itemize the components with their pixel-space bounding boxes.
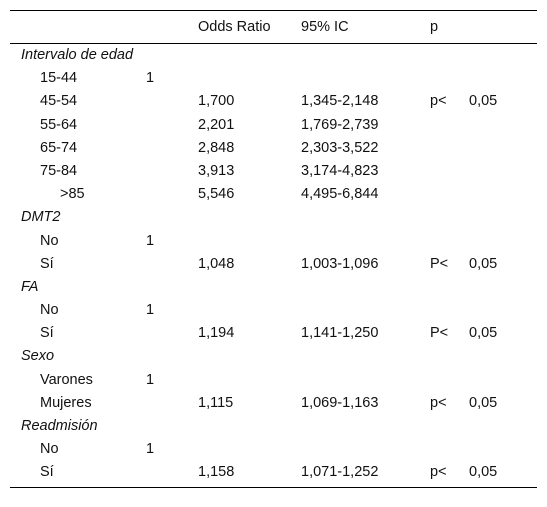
reference-value: 1	[146, 302, 155, 319]
table-row: Sí 1,194 1,141-1,250 P< 0,05	[10, 322, 537, 345]
table-row: Mujeres 1,115 1,069-1,163 p< 0,05	[10, 392, 537, 415]
group-label: FA	[21, 278, 39, 295]
header-odds-ratio: Odds Ratio	[198, 19, 271, 35]
table-row: 75-84 3,913 3,174-4,823	[10, 160, 537, 183]
table-row: >85 5,546 4,495-6,844	[10, 183, 537, 206]
group-label: DMT2	[21, 209, 61, 226]
p-value: 0,05	[469, 325, 498, 342]
confidence-interval-value: 4,495-6,844	[301, 186, 379, 203]
table-row: 55-64 2,201 1,769-2,739	[10, 114, 537, 137]
group-row: Readmisión	[10, 415, 537, 438]
group-label: Sexo	[21, 348, 55, 365]
table-row: 65-74 2,848 2,303-3,522	[10, 137, 537, 160]
table-row: Varones 1	[10, 369, 537, 392]
p-sign: P<	[430, 255, 449, 272]
table-row: 15-44 1	[10, 67, 537, 90]
odds-ratio-value: 1,048	[198, 255, 235, 272]
header-confidence-interval: 95% IC	[301, 19, 349, 35]
table-row: Sí 1,048 1,003-1,096 P< 0,05	[10, 253, 537, 276]
p-sign: p<	[430, 394, 447, 411]
p-value: 0,05	[469, 255, 498, 272]
header-p-value: p	[430, 19, 439, 35]
odds-ratio-value: 1,700	[198, 93, 235, 110]
confidence-interval-value: 1,071-1,252	[301, 464, 379, 481]
reference-value: 1	[146, 371, 155, 388]
row-label: No	[40, 441, 59, 458]
confidence-interval-value: 1,003-1,096	[301, 255, 379, 272]
confidence-interval-value: 2,303-3,522	[301, 139, 379, 156]
odds-ratio-value: 2,848	[198, 139, 235, 156]
table-row: No 1	[10, 299, 537, 322]
odds-ratio-value: 1,194	[198, 325, 235, 342]
confidence-interval-value: 1,069-1,163	[301, 394, 379, 411]
confidence-interval-value: 3,174-4,823	[301, 162, 379, 179]
p-sign: p<	[430, 93, 447, 110]
odds-ratio-table: Odds Ratio 95% IC p Intervalo de edad 15-…	[10, 10, 537, 488]
row-label: 55-64	[40, 116, 78, 133]
table-header: Odds Ratio 95% IC p	[10, 11, 537, 44]
group-row: FA	[10, 276, 537, 299]
row-label: No	[40, 232, 59, 249]
p-value: 0,05	[469, 464, 498, 481]
odds-ratio-value: 5,546	[198, 186, 235, 203]
table-row: No 1	[10, 230, 537, 253]
row-label: 15-44	[40, 70, 78, 87]
row-label: Varones	[40, 371, 93, 388]
reference-value: 1	[146, 70, 155, 87]
row-label: No	[40, 302, 59, 319]
odds-ratio-value: 1,158	[198, 464, 235, 481]
row-label: Sí	[40, 464, 54, 481]
odds-ratio-value: 3,913	[198, 162, 235, 179]
p-sign: P<	[430, 325, 449, 342]
odds-ratio-value: 1,115	[198, 394, 234, 411]
table-body: Intervalo de edad 15-44 1 45-54 1,700 1,345-2…	[10, 44, 537, 487]
table-row: Sí 1,158 1,071-1,252 p< 0,05	[10, 461, 537, 484]
row-label: >85	[60, 186, 85, 203]
table-row: No 1	[10, 438, 537, 461]
row-label: 65-74	[40, 139, 78, 156]
p-sign: p<	[430, 464, 447, 481]
table-row: 45-54 1,700 1,345-2,148 p< 0,05	[10, 90, 537, 113]
p-value: 0,05	[469, 394, 498, 411]
row-label: 45-54	[40, 93, 78, 110]
reference-value: 1	[146, 232, 155, 249]
p-value: 0,05	[469, 93, 498, 110]
group-label: Intervalo de edad	[21, 47, 134, 63]
row-label: Sí	[40, 325, 54, 342]
reference-value: 1	[146, 441, 155, 458]
confidence-interval-value: 1,769-2,739	[301, 116, 379, 133]
group-label: Readmisión	[21, 418, 98, 434]
group-row: DMT2	[10, 206, 537, 229]
row-label: 75-84	[40, 162, 78, 179]
confidence-interval-value: 1,345-2,148	[301, 93, 379, 110]
group-row: Sexo	[10, 345, 537, 368]
confidence-interval-value: 1,141-1,250	[301, 325, 379, 342]
row-label: Mujeres	[40, 394, 92, 411]
group-row: Intervalo de edad	[10, 44, 537, 67]
odds-ratio-value: 2,201	[198, 116, 235, 133]
row-label: Sí	[40, 255, 54, 272]
